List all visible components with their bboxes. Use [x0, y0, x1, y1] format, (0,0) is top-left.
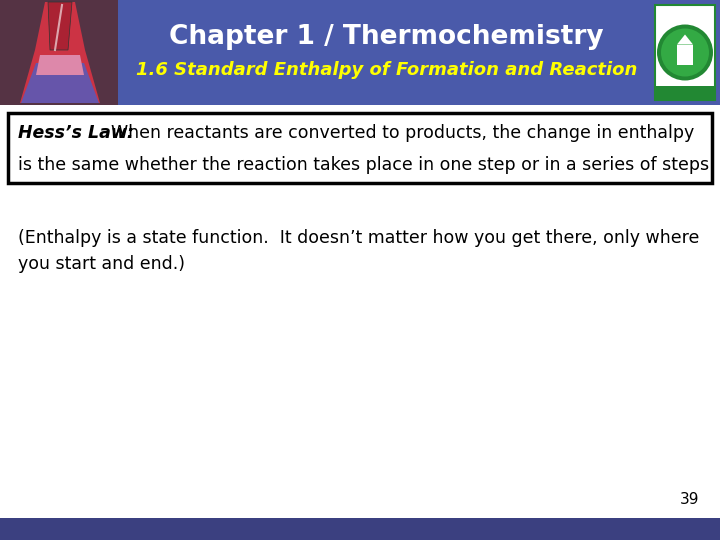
Polygon shape	[21, 63, 99, 103]
Bar	[0, 0, 720, 105]
Circle shape	[657, 24, 713, 80]
Text: 1.6 Standard Enthalpy of Formation and Reaction: 1.6 Standard Enthalpy of Formation and R…	[136, 61, 637, 79]
Polygon shape	[48, 2, 72, 50]
Text: is the same whether the reaction takes place in one step or in a series of steps: is the same whether the reaction takes p…	[18, 156, 715, 174]
Bar	[677, 44, 693, 64]
Text: Hess’s Law:: Hess’s Law:	[18, 124, 134, 142]
Text: 39: 39	[680, 492, 700, 508]
Text: Chapter 1 / Thermochemistry: Chapter 1 / Thermochemistry	[169, 24, 604, 50]
Bar	[0, 0, 118, 105]
Bar	[0, 105, 720, 518]
Polygon shape	[677, 35, 693, 44]
Bar	[655, 5, 715, 100]
Text: you start and end.): you start and end.)	[18, 255, 185, 273]
Text: (Enthalpy is a state function.  It doesn’t matter how you get there, only where: (Enthalpy is a state function. It doesn’…	[18, 229, 699, 247]
Bar	[8, 113, 712, 183]
Bar	[655, 86, 715, 100]
Circle shape	[661, 29, 709, 77]
Bar	[0, 518, 720, 540]
Text: When reactants are converted to products, the change in enthalpy: When reactants are converted to products…	[100, 124, 694, 142]
Polygon shape	[36, 55, 84, 75]
Polygon shape	[20, 2, 100, 103]
